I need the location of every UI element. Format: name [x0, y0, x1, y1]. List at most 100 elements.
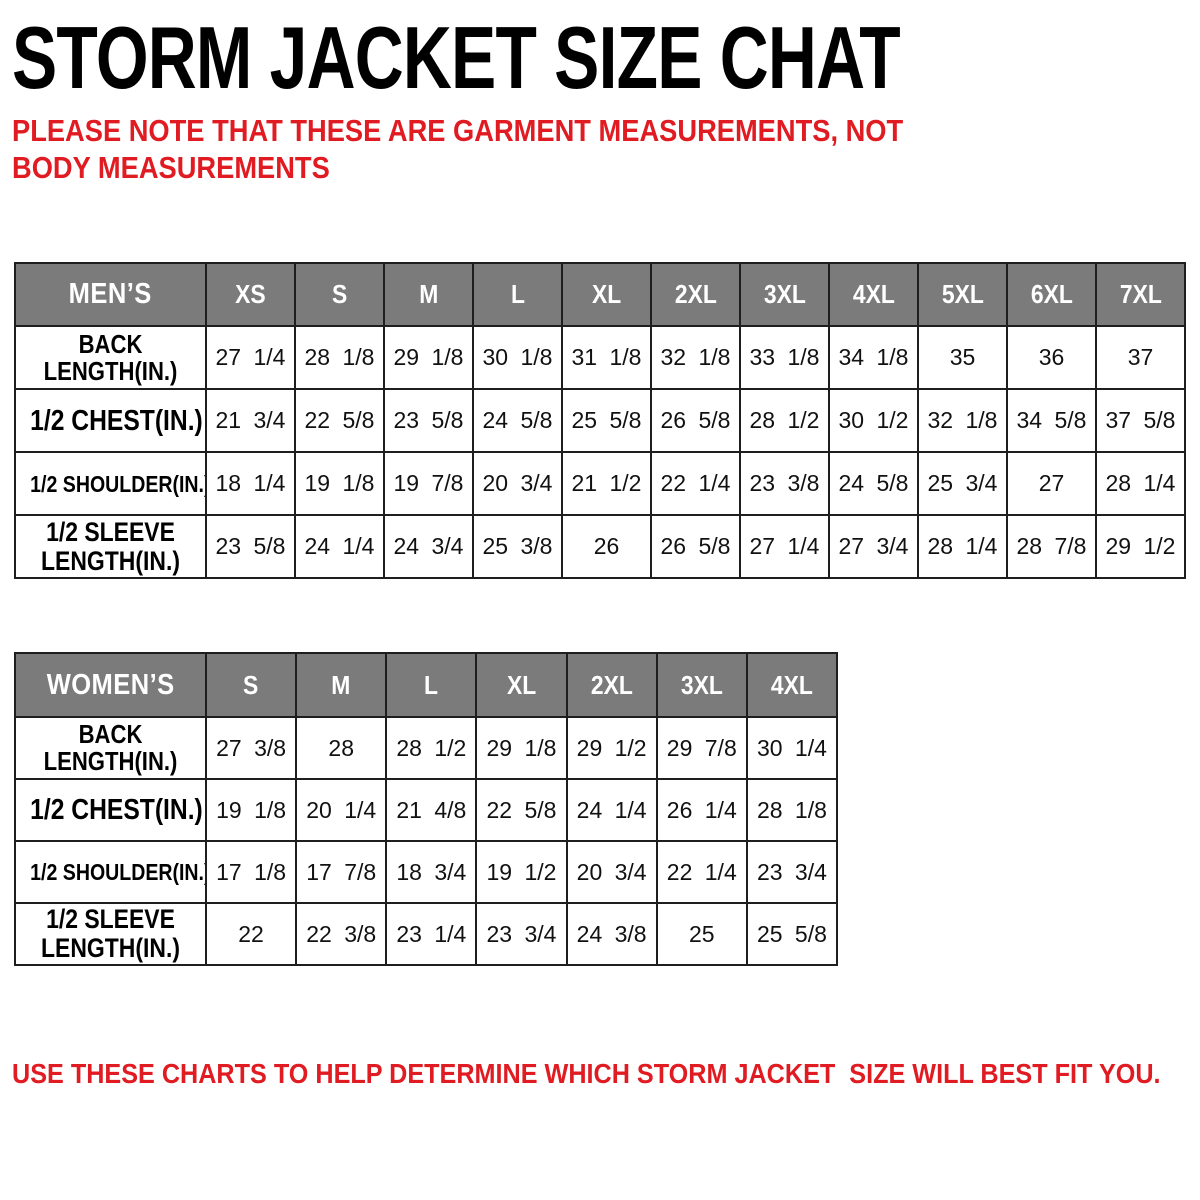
- size-value-cell: 34 1/8: [828, 325, 919, 390]
- measurement-row-label: 1/2 CHEST(IN.): [14, 778, 207, 842]
- size-value-cell: 28 1/2: [385, 716, 478, 780]
- size-column-header: XS: [205, 262, 296, 327]
- size-value-cell: 22 5/8: [294, 388, 385, 453]
- measurement-row-label-line: 1/2 SHOULDER(IN.): [30, 859, 206, 885]
- size-column-header: S: [294, 262, 385, 327]
- size-value-cell: 22 3/8: [295, 902, 388, 966]
- size-value-cell: 37 5/8: [1095, 388, 1186, 453]
- size-value-cell: 27 1/4: [205, 325, 296, 390]
- size-value-cell: 20 3/4: [565, 840, 658, 904]
- size-value-cell: 28 1/2: [739, 388, 830, 453]
- measurement-row-label: 1/2 SHOULDER(IN.): [14, 840, 207, 904]
- size-value-cell: 27: [1006, 451, 1097, 516]
- size-value-cell: 20 1/4: [295, 778, 388, 842]
- size-value-cell: 18 1/4: [205, 451, 296, 516]
- size-value-cell: 17 1/8: [204, 840, 298, 904]
- size-column-header: M: [295, 652, 388, 718]
- size-value-cell: 28: [295, 716, 388, 780]
- size-value-cell: 21 3/4: [205, 388, 296, 453]
- size-value-cell: 19 7/8: [383, 451, 474, 516]
- size-value-cell: 29 1/8: [475, 716, 568, 780]
- measurement-row-label-line: 1/2 SLEEVE: [46, 904, 175, 934]
- size-value-cell: 34 5/8: [1006, 388, 1097, 453]
- size-value-cell: 28 1/4: [1095, 451, 1186, 516]
- measurement-row-label: 1/2 CHEST(IN.): [14, 388, 207, 453]
- size-value-cell: 36: [1006, 325, 1097, 390]
- size-column-header: 6XL: [1006, 262, 1097, 327]
- size-value-cell: 25 3/8: [472, 514, 563, 579]
- size-value-cell: 32 1/8: [650, 325, 741, 390]
- size-column-header: 4XL: [828, 262, 919, 327]
- size-value-cell: 26: [561, 514, 652, 579]
- size-value-cell: 27 3/8: [204, 716, 298, 780]
- size-value-cell: 23 3/4: [475, 902, 568, 966]
- size-value-cell: 22 1/4: [650, 451, 741, 516]
- measurement-row-label: BACK LENGTH(IN.): [14, 325, 207, 390]
- size-column-header: 3XL: [655, 652, 748, 718]
- table-corner-label: WOMEN’S: [14, 652, 207, 718]
- size-value-cell: 23 3/4: [745, 840, 839, 904]
- size-column-header: L: [472, 262, 563, 327]
- size-value-cell: 25 5/8: [745, 902, 839, 966]
- size-column-header: L: [385, 652, 478, 718]
- size-column-header: 5XL: [917, 262, 1008, 327]
- size-value-cell: 22: [204, 902, 298, 966]
- size-column-header: 2XL: [565, 652, 658, 718]
- size-value-cell: 28 1/8: [745, 778, 839, 842]
- measurement-row: 1/2 SLEEVE LENGTH(IN.) 23 5/8 24 1/4 24 3/4 2…: [14, 514, 1186, 579]
- size-value-cell: 26 1/4: [655, 778, 748, 842]
- measurement-row-label-line: 1/2 SLEEVE: [46, 516, 175, 547]
- size-value-cell: 30 1/8: [472, 325, 563, 390]
- size-value-cell: 22 1/4: [655, 840, 748, 904]
- size-value-cell: 24 3/8: [565, 902, 658, 966]
- size-column-header: 7XL: [1095, 262, 1186, 327]
- size-value-cell: 37: [1095, 325, 1186, 390]
- measurement-row: 1/2 SHOULDER(IN.) 17 1/8 17 7/8 18 3/4 19 1/…: [14, 840, 839, 904]
- size-value-cell: 24 3/4: [383, 514, 474, 579]
- size-value-cell: 24 5/8: [472, 388, 563, 453]
- measurement-row-label-line: LENGTH(IN.): [41, 545, 180, 576]
- measurement-row-label-line: BACK: [78, 328, 143, 359]
- measurement-row-label-line: 1/2 CHEST(IN.): [30, 404, 203, 437]
- size-value-cell: 32 1/8: [917, 388, 1008, 453]
- size-value-cell: 27 3/4: [828, 514, 919, 579]
- size-value-cell: 21 4/8: [385, 778, 478, 842]
- size-value-cell: 24 1/4: [565, 778, 658, 842]
- measurement-row: 1/2 SLEEVE LENGTH(IN.) 22 22 3/8 23 1/4 23 3/…: [14, 902, 839, 966]
- size-value-cell: 20 3/4: [472, 451, 563, 516]
- size-column-header: 4XL: [745, 652, 839, 718]
- size-value-cell: 24 5/8: [828, 451, 919, 516]
- size-value-cell: 28 1/4: [917, 514, 1008, 579]
- size-value-cell: 17 7/8: [295, 840, 388, 904]
- measurement-row: BACK LENGTH(IN.) 27 1/4 28 1/8 29 1/8 30 1/8 3…: [14, 325, 1186, 390]
- size-value-cell: 29 7/8: [655, 716, 748, 780]
- size-value-cell: 22 5/8: [475, 778, 568, 842]
- measurement-row: BACK LENGTH(IN.) 27 3/8 28 28 1/2 29 1/8 29 1/…: [14, 716, 839, 780]
- page-title: STORM JACKET SIZE CHAT: [12, 8, 901, 107]
- size-value-cell: 25 5/8: [561, 388, 652, 453]
- size-column-header: 2XL: [650, 262, 741, 327]
- size-value-cell: 30 1/4: [745, 716, 839, 780]
- size-table-header-row: MEN’S XS S M L XL 2XL 3XL 4XL 5XL 6XL 7XL: [14, 262, 1186, 327]
- size-value-cell: 33 1/8: [739, 325, 830, 390]
- size-value-cell: 24 1/4: [294, 514, 385, 579]
- womens-size-table: WOMEN’S S M L XL 2XL 3XL 4XL BACK LENGTH(IN.) 27 3…: [14, 652, 839, 966]
- size-value-cell: 21 1/2: [561, 451, 652, 516]
- size-value-cell: 18 3/4: [385, 840, 478, 904]
- measurement-row: 1/2 CHEST(IN.) 21 3/4 22 5/8 23 5/8 24 5/8 25…: [14, 388, 1186, 453]
- size-value-cell: 23 3/8: [739, 451, 830, 516]
- size-value-cell: 29 1/2: [565, 716, 658, 780]
- measurement-row: 1/2 CHEST(IN.) 19 1/8 20 1/4 21 4/8 22 5/8 24…: [14, 778, 839, 842]
- size-value-cell: 35: [917, 325, 1008, 390]
- measurement-row-label: 1/2 SHOULDER(IN.): [14, 451, 207, 516]
- measurement-row-label: 1/2 SLEEVE LENGTH(IN.): [14, 514, 207, 579]
- size-column-header: M: [383, 262, 474, 327]
- measurement-row-label-line: 1/2 SHOULDER(IN.): [30, 470, 206, 497]
- size-value-cell: 23 5/8: [383, 388, 474, 453]
- size-table-header-row: WOMEN’S S M L XL 2XL 3XL 4XL: [14, 652, 839, 718]
- measurement-row-label-line: BACK: [78, 719, 143, 749]
- size-value-cell: 19 1/8: [294, 451, 385, 516]
- size-value-cell: 29 1/8: [383, 325, 474, 390]
- measurement-row-label-line: LENGTH(IN.): [41, 933, 180, 963]
